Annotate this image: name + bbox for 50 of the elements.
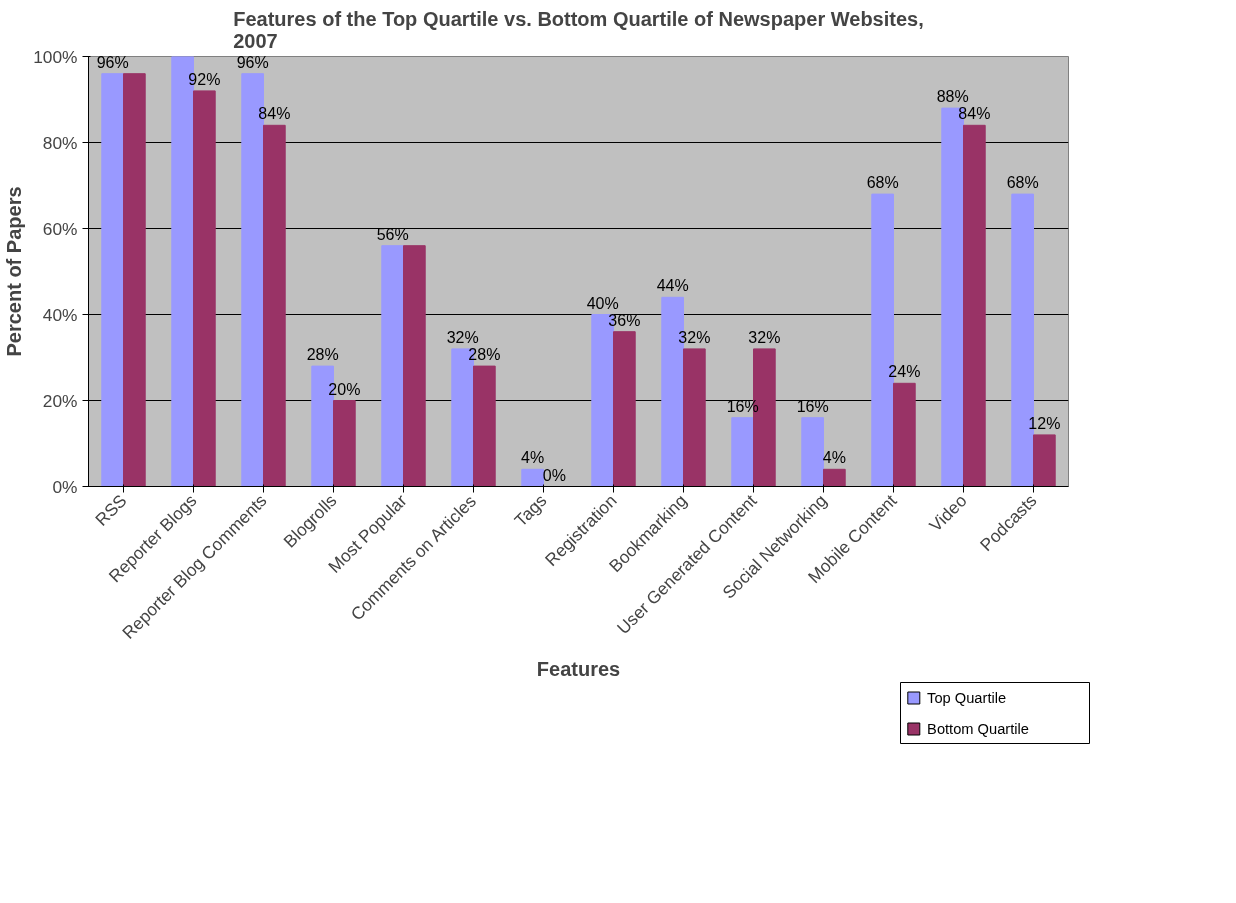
y-tick-label: 40% (42, 304, 78, 325)
data-label: 12% (1028, 414, 1061, 432)
x-tick-label: Tags (510, 490, 551, 531)
bar (101, 73, 124, 487)
data-label: 28% (306, 346, 339, 364)
x-axis-title: Features (536, 657, 621, 680)
bar (823, 468, 846, 487)
data-label: 92% (188, 70, 221, 88)
data-label: 68% (1006, 174, 1039, 192)
bar (963, 124, 986, 487)
bar (1033, 434, 1056, 487)
bar (403, 245, 426, 487)
y-tick-label: 80% (42, 132, 78, 153)
y-tick-label: 20% (42, 390, 78, 411)
data-label: 96% (96, 53, 129, 71)
data-label: 84% (258, 105, 291, 123)
data-label: 4% (521, 449, 545, 467)
bar (381, 245, 404, 487)
bar (263, 124, 286, 487)
data-label: 40% (586, 294, 619, 312)
y-axis-title: Percent of Papers (3, 186, 26, 357)
data-label: 4% (822, 449, 846, 467)
legend-label: Top Quartile (927, 690, 1007, 706)
bar (123, 73, 146, 487)
data-label: 44% (656, 277, 689, 295)
data-label: 84% (958, 105, 991, 123)
bar (801, 417, 824, 487)
bar (473, 365, 496, 487)
data-label: 32% (678, 328, 711, 346)
data-label: 96% (236, 53, 269, 71)
data-label: 32% (446, 328, 479, 346)
bar (731, 417, 754, 487)
data-label: 88% (936, 88, 969, 106)
data-label: 68% (866, 174, 899, 192)
data-label: 0% (542, 466, 566, 484)
data-label: 28% (468, 346, 501, 364)
data-label: 24% (888, 363, 921, 381)
y-tick-label: 100% (33, 46, 78, 67)
y-tick-label: 0% (52, 476, 78, 497)
legend-label: Bottom Quartile (927, 721, 1029, 737)
data-label: 20% (328, 380, 361, 398)
bar (521, 468, 544, 487)
bar (683, 348, 706, 487)
chart-title: Features of the Top Quartile vs. Bottom Quartile of Newspaper Websites, 2007 (233, 7, 924, 52)
bar (613, 331, 636, 487)
bar (193, 90, 216, 487)
bar (333, 400, 356, 487)
y-tick-label: 60% (42, 218, 78, 239)
data-label: 32% (748, 328, 781, 346)
bar (893, 382, 916, 487)
